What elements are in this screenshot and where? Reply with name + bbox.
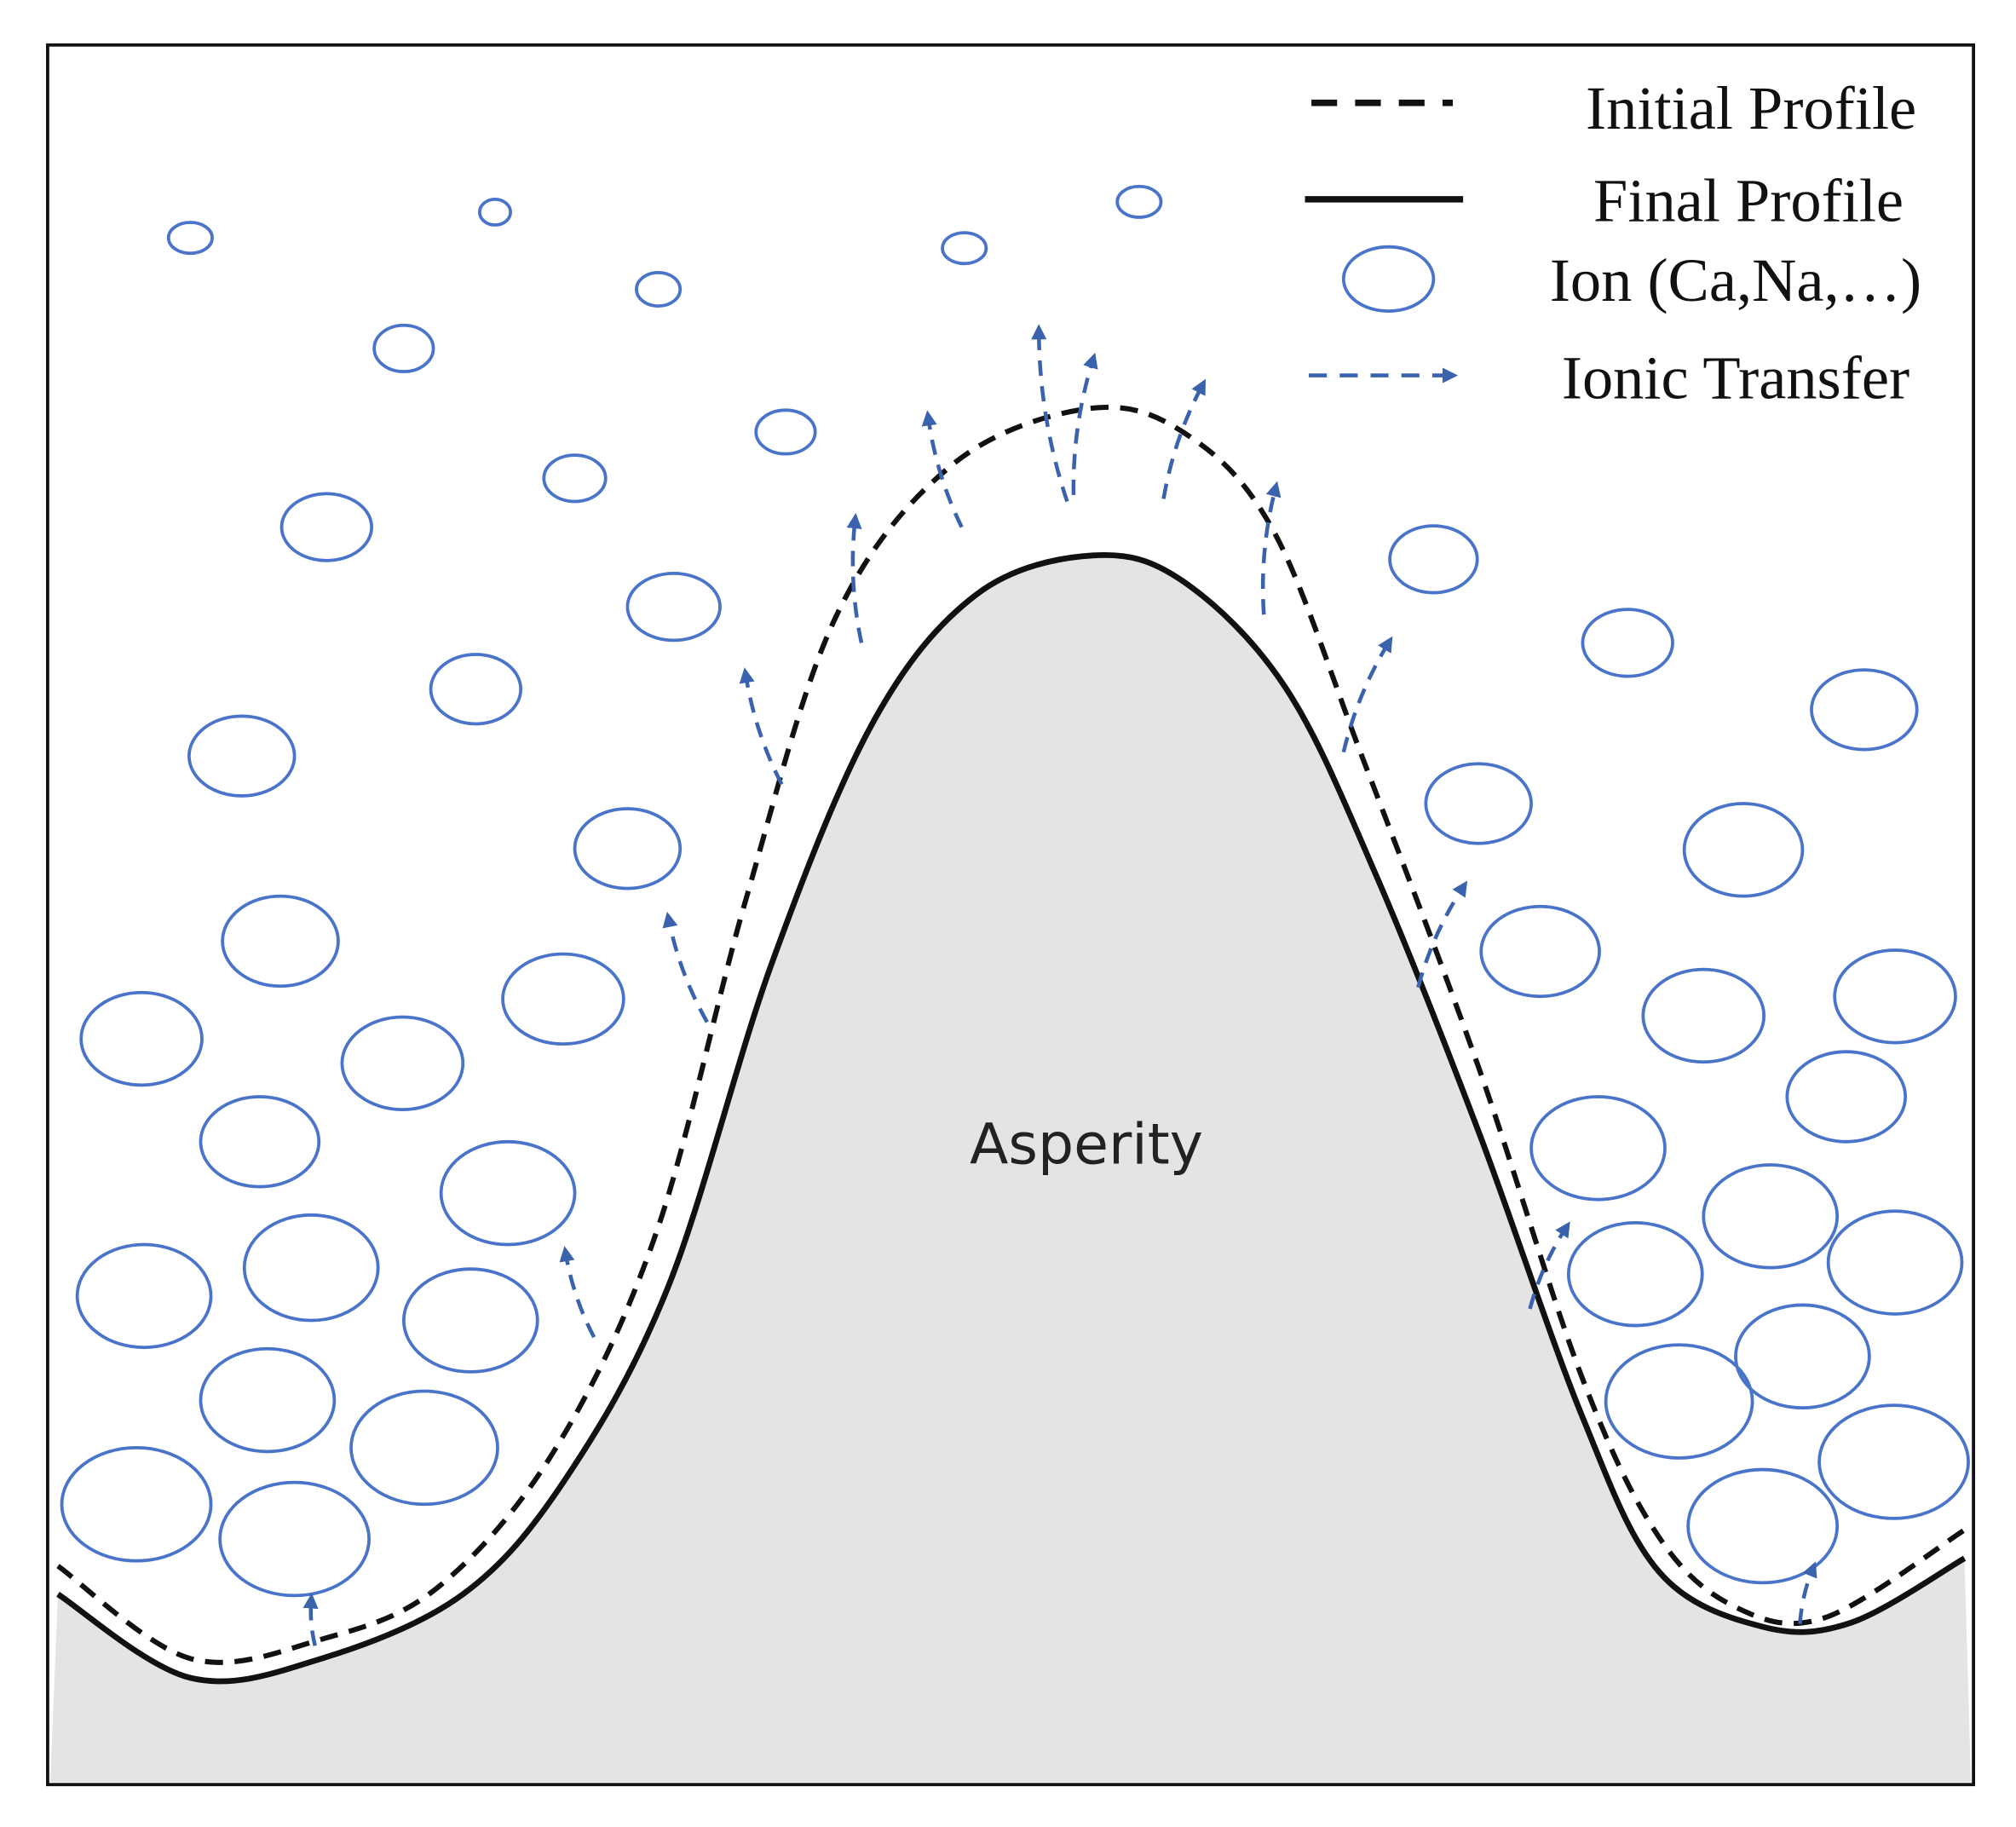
ion xyxy=(1566,1220,1704,1328)
transfer-arrow xyxy=(846,513,864,643)
asperity-label: Asperity xyxy=(970,1110,1203,1177)
ionic-transfers xyxy=(302,324,1817,1646)
ion xyxy=(79,990,204,1087)
initial-profile xyxy=(56,404,1967,1665)
ion xyxy=(1702,1163,1840,1270)
legend: Initial Profile Final Profile Ion (Ca,Na… xyxy=(1305,73,1921,412)
transfer-arrow xyxy=(1798,1561,1817,1624)
ion xyxy=(60,1446,213,1563)
ion xyxy=(1833,948,1957,1045)
ion xyxy=(573,807,683,890)
legend-label: Final Profile xyxy=(1593,166,1904,235)
asperity xyxy=(49,555,1972,1783)
transfer-arrow xyxy=(921,410,964,528)
ion xyxy=(1581,608,1674,678)
ion xyxy=(1115,184,1163,219)
transfer-arrow xyxy=(1341,636,1393,753)
legend-label: Ion (Ca,Na,…) xyxy=(1550,245,1921,314)
ion xyxy=(1826,1209,1964,1316)
ion xyxy=(349,1389,499,1507)
ion xyxy=(542,453,608,504)
ion xyxy=(187,714,297,798)
ion xyxy=(221,894,340,988)
ion xyxy=(1424,762,1533,845)
ion xyxy=(1529,1095,1667,1202)
ion xyxy=(1785,1050,1908,1144)
ion xyxy=(1388,524,1479,595)
ion xyxy=(1682,802,1805,898)
ion xyxy=(199,1095,321,1189)
ion xyxy=(1810,668,1919,752)
transfer-arrow xyxy=(739,667,784,786)
ion xyxy=(1734,1303,1871,1410)
transfer-arrow xyxy=(662,911,709,1023)
legend-ion xyxy=(1341,245,1436,314)
ion xyxy=(1479,904,1601,999)
ion xyxy=(279,492,374,562)
ion xyxy=(635,270,683,308)
ion xyxy=(340,1015,465,1111)
ion xyxy=(372,323,435,373)
ions xyxy=(60,184,1970,1598)
ion xyxy=(166,221,214,256)
transfer-arrow xyxy=(1528,1221,1570,1310)
final-profile xyxy=(56,551,1967,1685)
ion xyxy=(1604,1343,1754,1460)
ion xyxy=(477,197,512,227)
ion xyxy=(218,1480,372,1598)
ion xyxy=(941,231,988,266)
ion xyxy=(199,1346,337,1454)
transfer-arrow xyxy=(1260,481,1282,615)
transfer-arrow xyxy=(1161,378,1207,499)
ion xyxy=(754,408,817,456)
ion xyxy=(242,1213,380,1323)
ion xyxy=(1686,1467,1840,1585)
ion xyxy=(75,1242,213,1350)
ion xyxy=(1817,1403,1970,1520)
ion xyxy=(439,1139,577,1247)
transfer-arrow xyxy=(302,1593,319,1646)
ion xyxy=(625,572,722,643)
legend-label: Initial Profile xyxy=(1586,73,1916,142)
ion xyxy=(501,952,625,1046)
ion xyxy=(429,653,523,726)
ion xyxy=(401,1267,539,1374)
profiles xyxy=(49,404,1972,1783)
legend-label: Ionic Transfer xyxy=(1562,343,1909,412)
transfer-arrow xyxy=(1031,324,1069,503)
transfer-arrow xyxy=(1416,880,1468,988)
ion xyxy=(1641,967,1766,1064)
transfer-arrow xyxy=(559,1246,596,1339)
